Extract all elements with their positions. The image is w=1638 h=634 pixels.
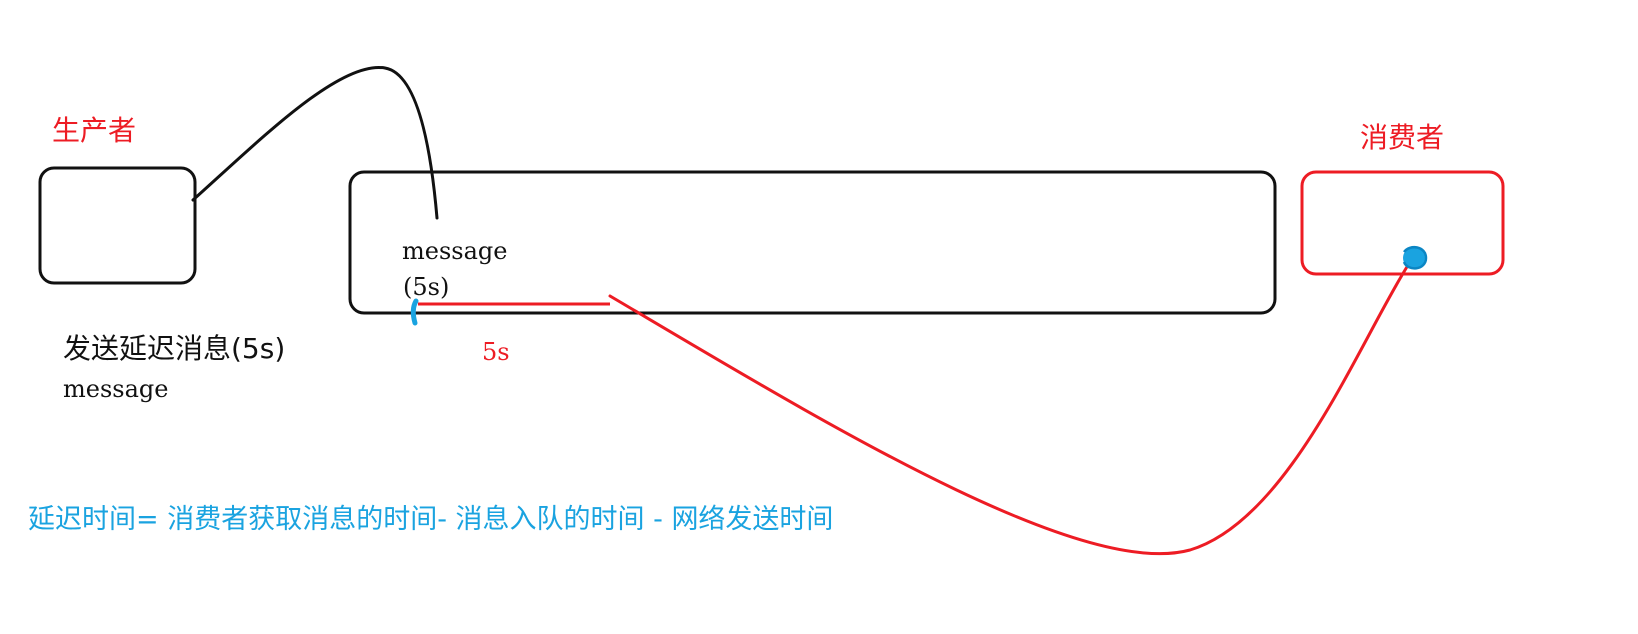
producer-box: [38, 166, 197, 285]
delay-interval-label: 5s: [482, 338, 510, 366]
enqueue-marker: [410, 298, 419, 326]
consumer-box: [1300, 170, 1505, 276]
queue-delay-label: (5s): [403, 273, 450, 301]
consumer-receive-marker: [1402, 245, 1428, 270]
send-message-label: message: [63, 375, 169, 403]
queue-box: [348, 170, 1277, 315]
send-curve: [191, 66, 439, 220]
consume-curve: [608, 260, 1412, 556]
producer-label: 生产者: [52, 114, 137, 147]
queue-message-label: message: [402, 237, 508, 265]
consumer-label: 消费者: [1360, 121, 1445, 154]
send-action-label: 发送延迟消息(5s): [63, 332, 286, 365]
delay-formula: 延迟时间= 消费者获取消息的时间- 消息入队的时间 - 网络发送时间: [28, 504, 834, 535]
